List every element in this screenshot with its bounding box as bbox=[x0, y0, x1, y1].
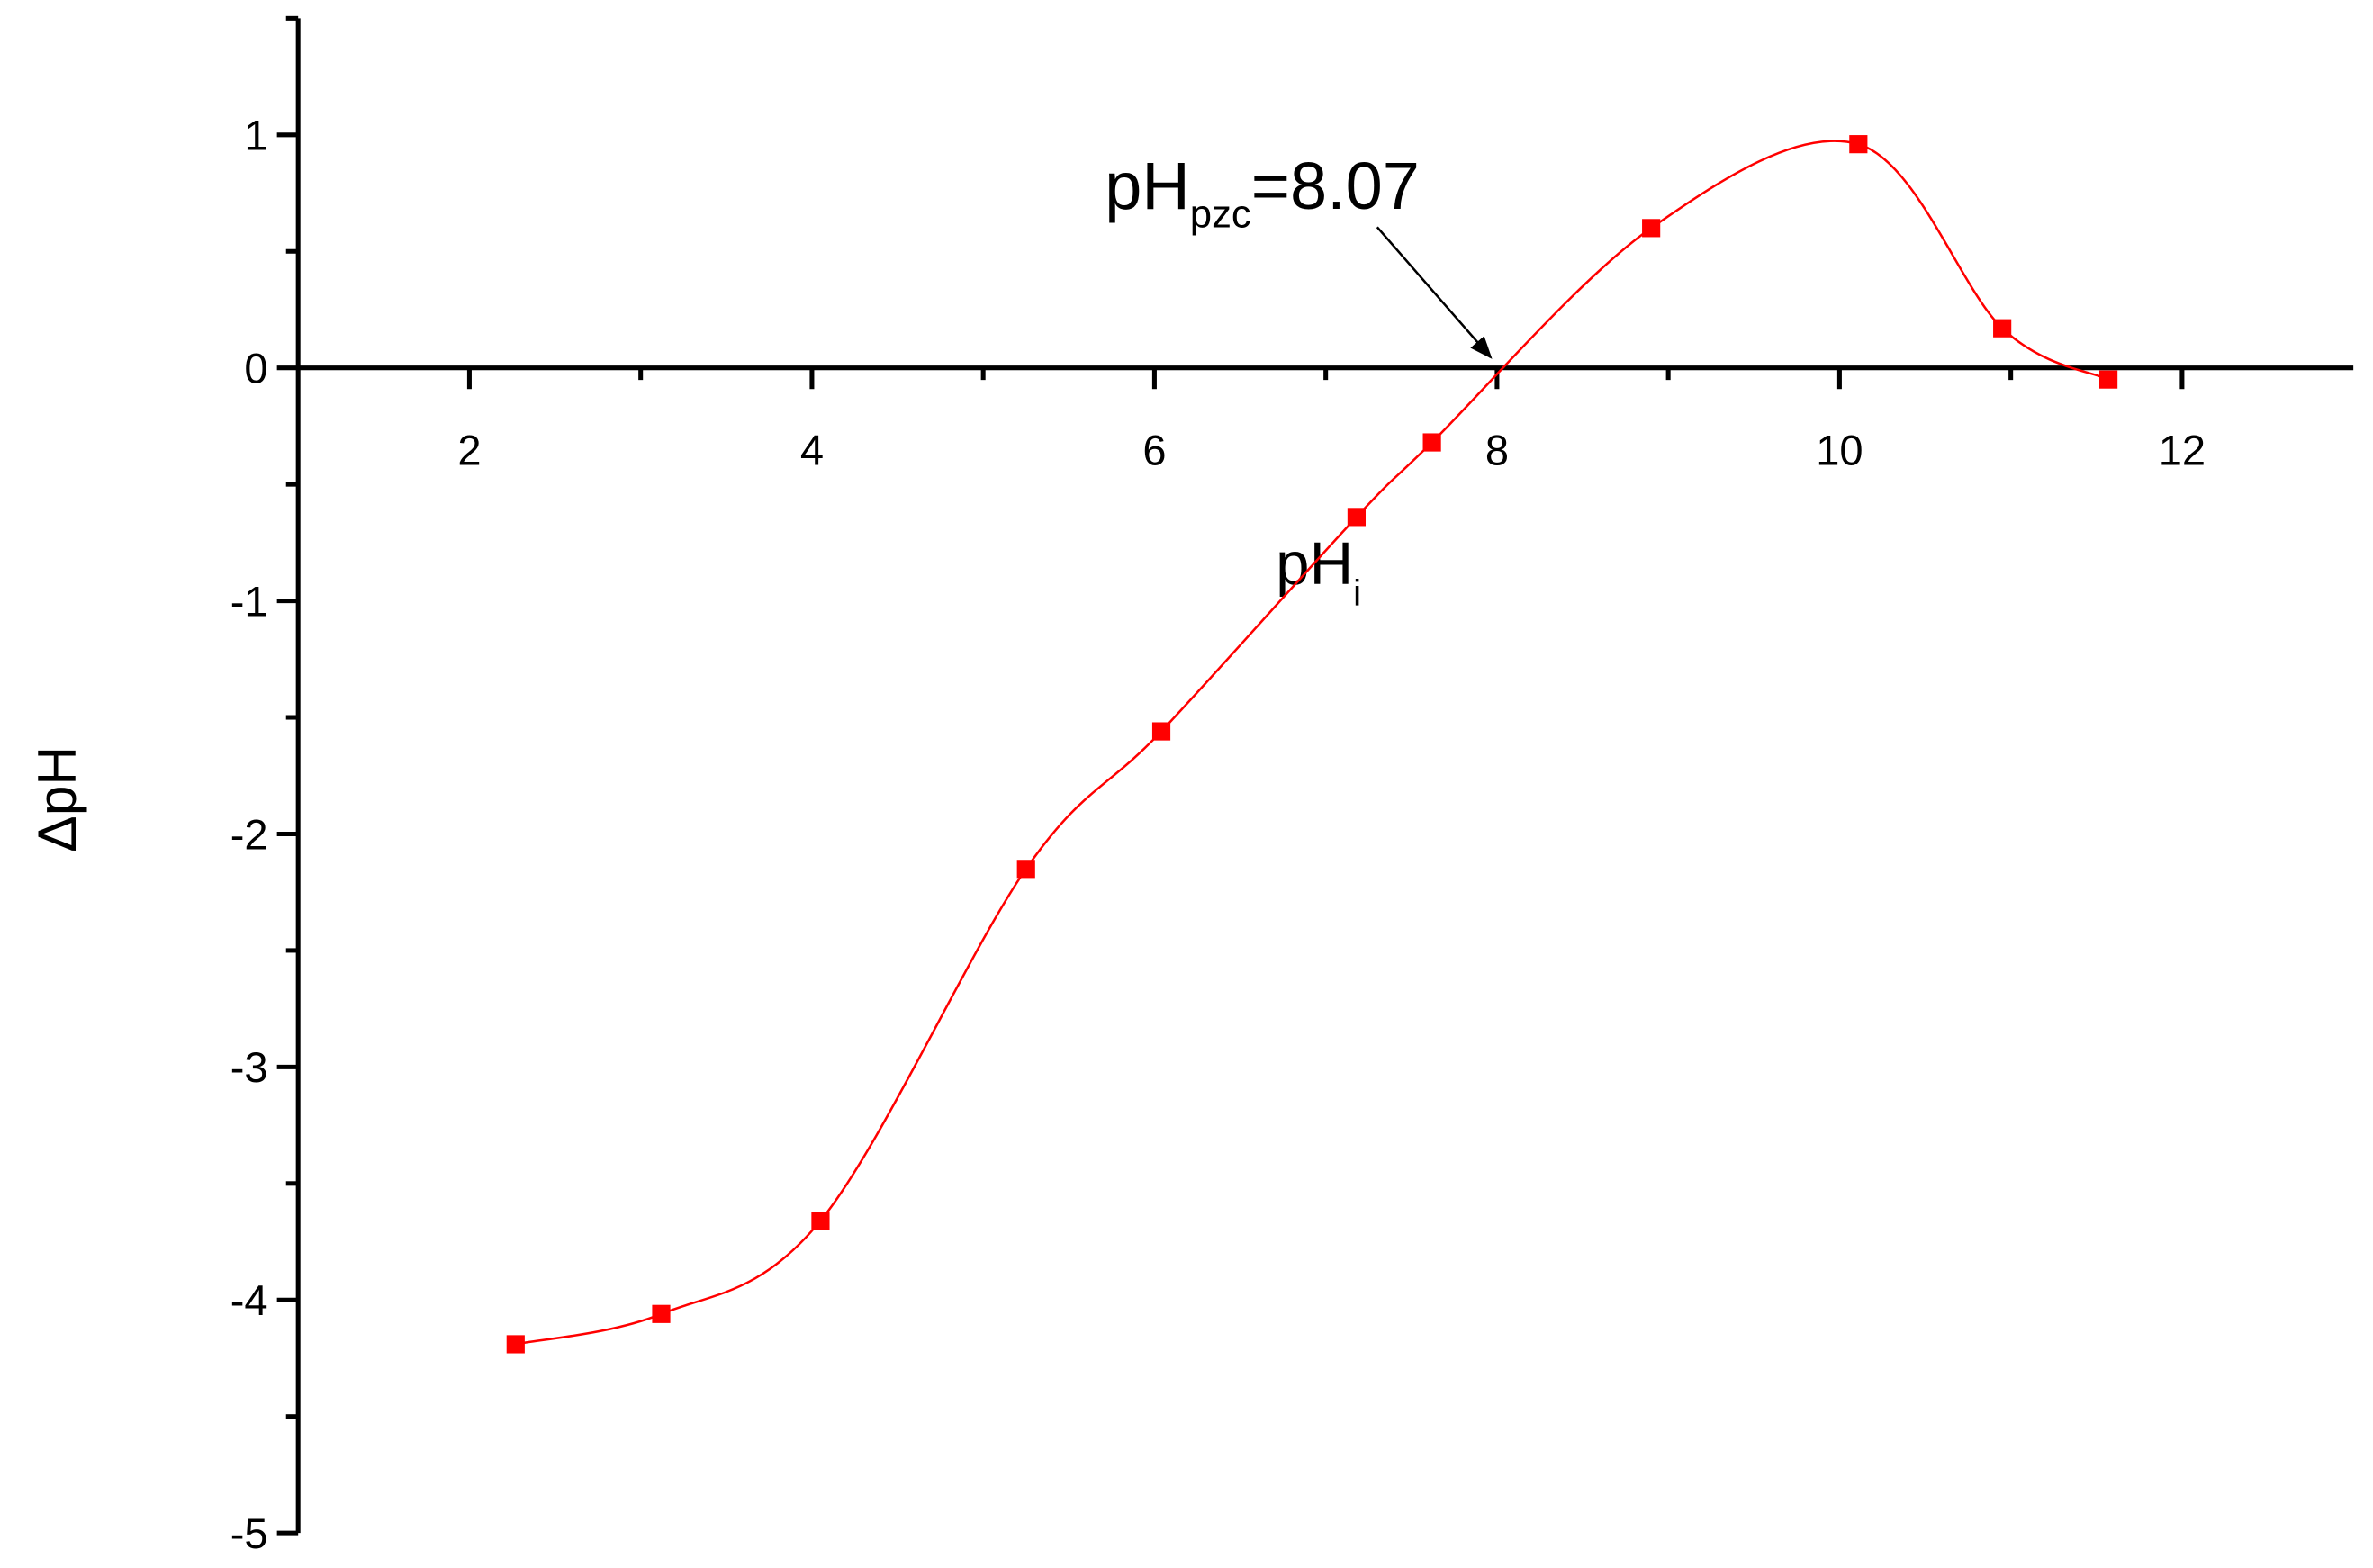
data-point bbox=[1016, 860, 1035, 879]
data-point bbox=[1993, 319, 2012, 338]
y-tick-label: 1 bbox=[244, 112, 267, 159]
annotation-suffix: =8.07 bbox=[1251, 149, 1420, 223]
y-tick-label: -5 bbox=[230, 1509, 268, 1557]
data-point bbox=[2099, 370, 2118, 389]
annotation-text: pH bbox=[1105, 149, 1190, 223]
x-tick-label: 12 bbox=[2159, 426, 2206, 473]
x-axis-label: pHi bbox=[1276, 530, 1361, 614]
annotation-subscript: pzc bbox=[1190, 192, 1251, 236]
data-point bbox=[1422, 433, 1441, 452]
x-tick-label: 10 bbox=[1816, 426, 1863, 473]
y-tick-label: -1 bbox=[230, 577, 268, 625]
y-tick-label: -3 bbox=[230, 1043, 268, 1091]
x-label-subscript: i bbox=[1353, 572, 1361, 614]
data-point bbox=[1151, 722, 1171, 741]
y-axis-label: ΔpH bbox=[26, 746, 87, 852]
data-point bbox=[1849, 135, 1868, 154]
x-tick-label: 6 bbox=[1142, 426, 1166, 473]
y-tick-label: 0 bbox=[244, 345, 267, 392]
data-point bbox=[1347, 508, 1366, 527]
x-tick-label: 4 bbox=[800, 426, 824, 473]
annotation-arrow bbox=[1376, 226, 1493, 359]
y-tick-label: -4 bbox=[230, 1276, 268, 1324]
annotation: pHpzc=8.07 bbox=[1105, 149, 1420, 236]
data-point bbox=[506, 1335, 525, 1354]
data-point bbox=[652, 1304, 671, 1323]
y-tick-label: -2 bbox=[230, 810, 268, 858]
data-point bbox=[1642, 219, 1661, 238]
data-line bbox=[515, 140, 2109, 1346]
x-tick-label: 8 bbox=[1485, 426, 1509, 473]
data-point bbox=[811, 1212, 830, 1230]
x-tick-label: 2 bbox=[457, 426, 481, 473]
